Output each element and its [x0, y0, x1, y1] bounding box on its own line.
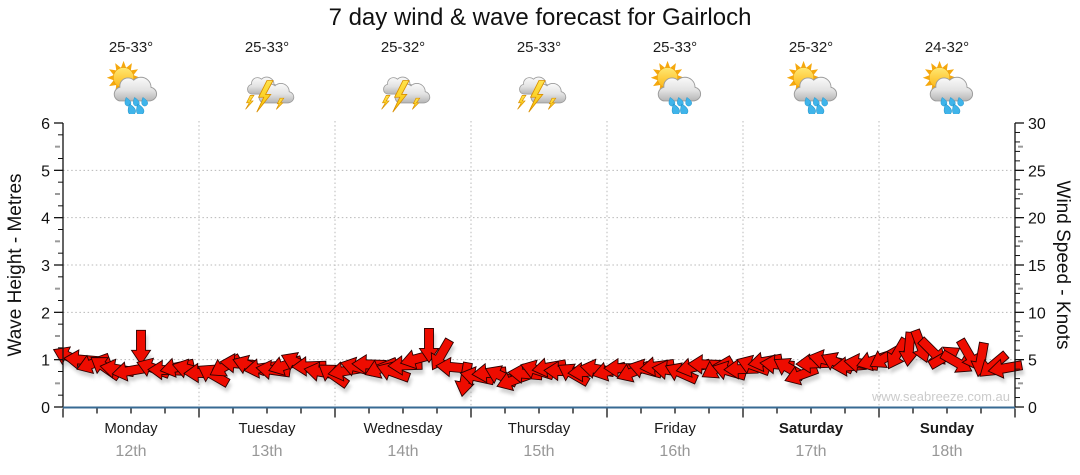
day-name: Wednesday — [363, 420, 443, 437]
day-temperature: 24-32° — [924, 39, 970, 56]
date-row: 12th 13th 14th 15th 16th 17th 18th — [63, 443, 1015, 461]
svg-text:10: 10 — [1028, 305, 1046, 322]
day-name: Friday — [654, 420, 696, 437]
page-title: 7 day wind & wave forecast for Gairloch — [328, 4, 752, 31]
day-temperature: 25-33° — [244, 39, 290, 56]
day-name: Saturday — [778, 420, 844, 437]
day-date: 16th — [659, 443, 691, 460]
svg-text:5: 5 — [1028, 353, 1037, 370]
day-temperature: 25-33° — [108, 39, 154, 56]
day-temperature: 25-32° — [788, 39, 834, 56]
day-temperature: 25-33° — [516, 39, 562, 56]
day-date: 14th — [387, 443, 419, 460]
svg-text:1: 1 — [41, 353, 50, 370]
thunderstorm-icon — [381, 76, 431, 113]
svg-text:www.seabreeze.com.au: www.seabreeze.com.au — [871, 389, 1010, 404]
day-temperature: 25-32° — [380, 39, 426, 56]
svg-text:20: 20 — [1028, 211, 1046, 228]
svg-text:3: 3 — [41, 258, 50, 275]
thunderstorm-icon — [517, 76, 567, 113]
temperature-row: 25-33° 25-33° 25-32° 25-33° 25-33° 25-32… — [63, 39, 1015, 56]
svg-text:6: 6 — [41, 116, 50, 133]
day-name: Thursday — [507, 420, 571, 437]
day-date: 18th — [931, 443, 963, 460]
day-date: 17th — [795, 443, 827, 460]
wind-speed-axis-label: Wind Speed - Knots — [1052, 180, 1073, 350]
svg-text:25: 25 — [1028, 163, 1046, 180]
svg-text:2: 2 — [41, 305, 50, 322]
svg-text:0: 0 — [41, 400, 50, 417]
sun-cloud-rain-icon — [922, 60, 974, 114]
day-name: Monday — [104, 420, 158, 437]
sun-cloud-rain-icon — [106, 60, 158, 114]
day-name: Sunday — [919, 420, 975, 437]
day-date: 13th — [251, 443, 283, 460]
sun-cloud-rain-icon — [650, 60, 702, 114]
wave-height-axis-label: Wave Height - Metres — [5, 173, 26, 357]
svg-text:15: 15 — [1028, 258, 1046, 275]
day-date: 12th — [115, 443, 147, 460]
svg-text:0: 0 — [1028, 400, 1037, 417]
svg-text:4: 4 — [41, 211, 50, 228]
weather-icon-row — [63, 60, 1015, 114]
svg-text:30: 30 — [1028, 116, 1046, 133]
sun-cloud-rain-icon — [786, 60, 838, 114]
svg-text:5: 5 — [41, 163, 50, 180]
thunderstorm-icon — [245, 76, 295, 113]
day-date: 15th — [523, 443, 555, 460]
day-name-row: Monday Tuesday Wednesday Thursday Friday… — [63, 420, 1015, 437]
day-temperature: 25-33° — [652, 39, 698, 56]
day-name: Tuesday — [238, 420, 296, 437]
